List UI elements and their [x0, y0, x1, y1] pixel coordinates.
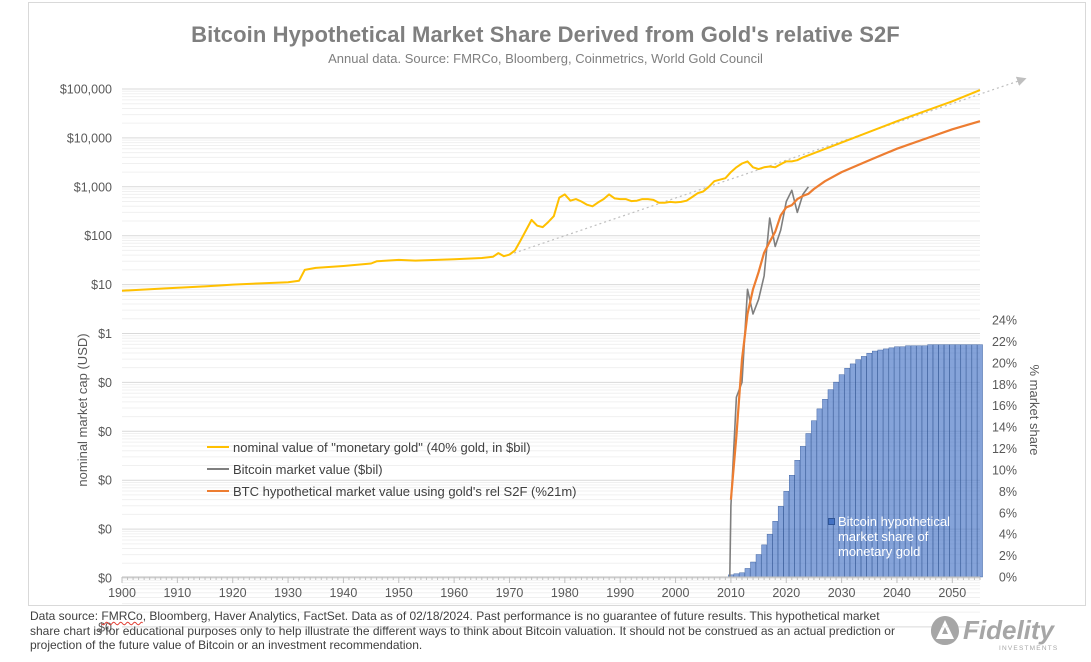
y-right-tick-label: 24%: [992, 314, 1017, 328]
market-share-bar: [800, 446, 806, 578]
y-left-tick-label: $0: [98, 523, 112, 537]
minor-gridlines: [122, 90, 980, 613]
series-lines: [121, 89, 981, 578]
legend-item-gold: nominal value of "monetary gold" (40% go…: [207, 436, 577, 458]
x-tick-label: 1970: [496, 586, 524, 600]
logo-wordmark: Fidelity: [963, 615, 1056, 645]
market-share-bar: [816, 408, 823, 578]
chart-legend: nominal value of "monetary gold" (40% go…: [207, 436, 577, 502]
legend-label-market-share: Bitcoin hypothetical market share of mon…: [838, 514, 951, 559]
y-left-tick-label: $0: [98, 376, 112, 390]
y-left-ticks: $100,000 $10,000 $1,000 $100 $10 $1 $0 $0 $0 $0 $0…: [60, 83, 112, 635]
legend-swatch-gold: [207, 446, 229, 448]
y-right-tick-label: 12%: [992, 442, 1017, 456]
x-tick-label: 1920: [219, 586, 247, 600]
market-share-bar: [777, 506, 784, 578]
legend-swatch-market-share: [828, 518, 835, 525]
y-left-tick-label: $100,000: [60, 83, 112, 97]
market-share-bar: [794, 460, 801, 578]
y-right-tick-label: 6%: [999, 506, 1017, 520]
market-share-bar: [750, 561, 756, 578]
y-right-tick-label: 0%: [999, 571, 1017, 585]
y-right-tick-label: 18%: [992, 378, 1017, 392]
x-axis-ticks: 1900 1910 1920 1930 1940 1950 1960 1970 1980 1990…: [108, 577, 981, 600]
chart-subtitle: Annual data. Source: FMRCo, Bloomberg, C…: [328, 51, 763, 66]
legend-label-gold: nominal value of "monetary gold" (40% go…: [233, 439, 531, 455]
x-tick-label: 1940: [330, 586, 358, 600]
y-left-tick-label: $0: [98, 425, 112, 439]
market-share-bar: [739, 572, 745, 578]
y-right-ticks: 24% 22% 20% 18% 16% 14% 12% 10% 8% 6% 4% 2% 0%: [992, 314, 1017, 585]
x-tick-label: 2050: [938, 586, 966, 600]
y-right-tick-label: 10%: [992, 463, 1017, 477]
market-share-bar: [766, 533, 773, 578]
market-share-bar: [811, 420, 817, 578]
footnote-text: , Bloomberg, Haver Analytics, FactSet. D…: [30, 609, 895, 652]
y-left-tick-label: $10: [91, 278, 112, 292]
chart-title: Bitcoin Hypothetical Market Share Derive…: [191, 22, 900, 47]
market-share-bar: [772, 521, 778, 578]
y-right-tick-label: 14%: [992, 421, 1017, 435]
y-right-tick-label: 16%: [992, 399, 1017, 413]
y-left-axis-label: nominal market cap (USD): [75, 333, 90, 486]
fidelity-logo: Fidelity INVESTMENTS: [931, 615, 1058, 652]
x-tick-label: 2000: [662, 586, 690, 600]
series-line-btc-hypothetical: [729, 120, 981, 500]
y-left-tick-label: $10,000: [67, 131, 112, 145]
legend-item-bitcoin: Bitcoin market value ($bil): [207, 458, 577, 480]
x-tick-label: 2010: [717, 586, 745, 600]
x-tick-label: 1980: [551, 586, 579, 600]
market-share-bar: [977, 344, 983, 578]
x-tick-label: 1960: [440, 586, 468, 600]
x-tick-label: 2030: [828, 586, 856, 600]
footnote: Data source: FMRCo, Bloomberg, Haver Ana…: [30, 609, 910, 653]
legend-label-btc-hypothetical: BTC hypothetical market value using gold…: [233, 483, 577, 499]
logo-tagline: INVESTMENTS: [999, 645, 1058, 652]
x-tick-label: 1990: [606, 586, 634, 600]
legend-swatch-bitcoin: [207, 468, 229, 470]
y-right-tick-label: 4%: [999, 528, 1017, 542]
market-share-bar: [822, 399, 828, 578]
y-right-tick-label: 2%: [999, 549, 1017, 563]
y-left-tick-label: $0: [98, 572, 112, 586]
y-left-tick-label: $1: [98, 327, 112, 341]
y-left-tick-label: $0: [98, 620, 112, 634]
fidelity-pyramid-icon: [931, 616, 959, 645]
x-tick-label: 1950: [385, 586, 413, 600]
legend-label-bitcoin: Bitcoin market value ($bil): [233, 461, 383, 477]
market-share-bar: [744, 568, 751, 578]
x-tick-label: 1900: [108, 586, 136, 600]
market-share-bar: [805, 433, 812, 578]
market-share-bar: [783, 491, 790, 578]
chart-frame: [28, 2, 1086, 606]
market-share-bar: [761, 544, 767, 578]
x-tick-label: 2040: [883, 586, 911, 600]
market-share-bar: [789, 475, 795, 578]
y-right-tick-label: 22%: [992, 335, 1017, 349]
y-right-tick-label: 8%: [999, 485, 1017, 499]
market-share-bar: [971, 344, 978, 578]
y-left-tick-label: $1,000: [74, 180, 112, 194]
series-line-gold: [121, 89, 981, 292]
y-right-tick-label: 20%: [992, 356, 1017, 370]
market-share-bars: [728, 344, 983, 578]
bar-legend: Bitcoin hypothetical market share of mon…: [828, 514, 968, 559]
legend-swatch-btc-hypothetical: [207, 490, 229, 492]
y-left-tick-label: $0: [98, 474, 112, 488]
x-tick-label: 1930: [274, 586, 302, 600]
footnote-flagged-word: FMRCo: [101, 609, 143, 623]
market-share-bar: [755, 554, 762, 578]
x-tick-label: 1910: [163, 586, 191, 600]
legend-item-btc-hypothetical: BTC hypothetical market value using gold…: [207, 480, 577, 502]
x-tick-label: 2020: [772, 586, 800, 600]
y-right-axis-label: % market share: [1027, 364, 1042, 455]
footnote-prefix: Data source:: [30, 609, 102, 623]
y-left-tick-label: $100: [84, 229, 112, 243]
